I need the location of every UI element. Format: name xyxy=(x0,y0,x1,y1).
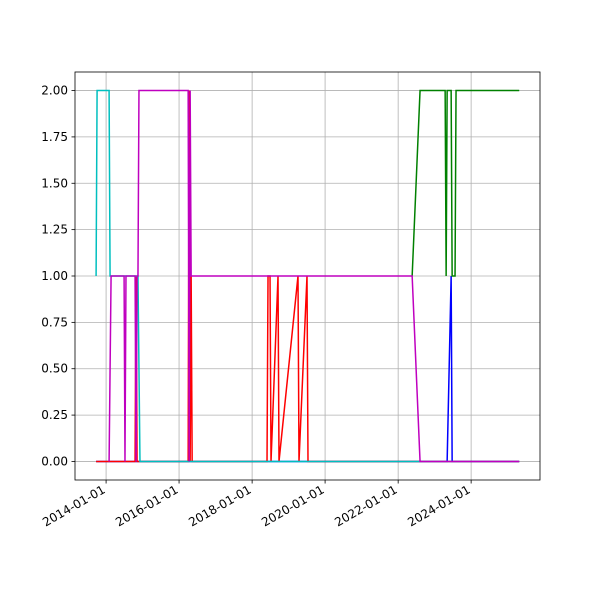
x-tick-label: 2016-01-01 xyxy=(113,482,180,529)
series-line xyxy=(411,89,520,277)
x-tick-label: 2024-01-01 xyxy=(405,482,472,529)
y-tick-label: 1.75 xyxy=(41,130,68,144)
x-tick-label: 2014-01-01 xyxy=(40,482,107,529)
y-tick-label: 1.50 xyxy=(41,176,68,190)
series-line xyxy=(95,89,520,463)
y-tick-label: 0.50 xyxy=(41,362,68,376)
x-tick-label: 2018-01-01 xyxy=(186,482,253,529)
y-tick-label: 2.00 xyxy=(41,84,68,98)
x-tick-label: 2020-01-01 xyxy=(259,482,326,529)
series-line xyxy=(108,89,520,463)
y-tick-label: 1.25 xyxy=(41,223,68,237)
x-tick-label: 2022-01-01 xyxy=(332,482,399,529)
y-tick-label: 1.00 xyxy=(41,269,68,283)
axes: 0.00 0.25 0.50 0.75 1.00 1.25 1.50 1.75 2.00 2014… xyxy=(40,84,472,530)
y-tick-label: 0.75 xyxy=(41,315,68,329)
y-tick-label: 0.25 xyxy=(41,408,68,422)
y-tick-label: 0.00 xyxy=(41,454,68,468)
lines xyxy=(95,89,520,463)
